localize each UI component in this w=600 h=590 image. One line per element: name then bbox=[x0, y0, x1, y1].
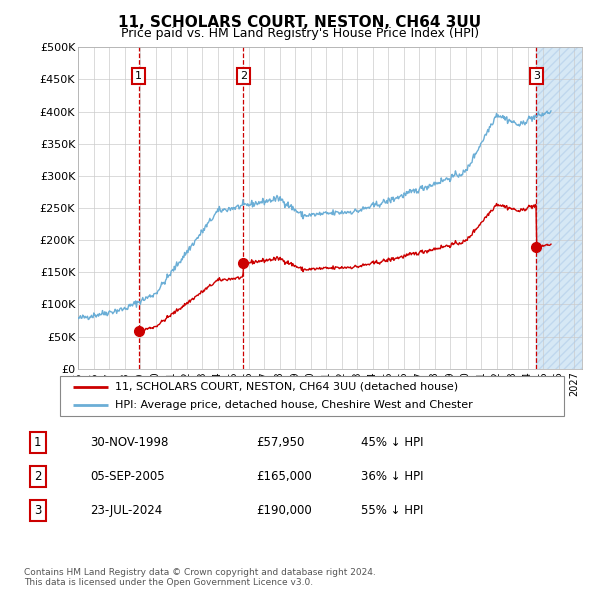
Text: 36% ↓ HPI: 36% ↓ HPI bbox=[361, 470, 423, 483]
Text: 3: 3 bbox=[533, 71, 540, 81]
Text: 2: 2 bbox=[34, 470, 41, 483]
Text: 55% ↓ HPI: 55% ↓ HPI bbox=[361, 504, 423, 517]
Text: 2: 2 bbox=[240, 71, 247, 81]
FancyBboxPatch shape bbox=[60, 376, 564, 416]
Text: £190,000: £190,000 bbox=[256, 504, 311, 517]
Text: Contains HM Land Registry data © Crown copyright and database right 2024.
This d: Contains HM Land Registry data © Crown c… bbox=[24, 568, 376, 587]
Text: 3: 3 bbox=[34, 504, 41, 517]
Text: 1: 1 bbox=[34, 436, 41, 449]
Text: £165,000: £165,000 bbox=[256, 470, 311, 483]
Text: 05-SEP-2005: 05-SEP-2005 bbox=[90, 470, 165, 483]
Text: 1: 1 bbox=[135, 71, 142, 81]
Text: £57,950: £57,950 bbox=[256, 436, 304, 449]
Text: 11, SCHOLARS COURT, NESTON, CH64 3UU: 11, SCHOLARS COURT, NESTON, CH64 3UU bbox=[118, 15, 482, 30]
Text: 30-NOV-1998: 30-NOV-1998 bbox=[90, 436, 169, 449]
Text: Price paid vs. HM Land Registry's House Price Index (HPI): Price paid vs. HM Land Registry's House … bbox=[121, 27, 479, 40]
Bar bbox=[536, 47, 582, 369]
Text: HPI: Average price, detached house, Cheshire West and Chester: HPI: Average price, detached house, Ches… bbox=[115, 400, 473, 410]
Text: 11, SCHOLARS COURT, NESTON, CH64 3UU (detached house): 11, SCHOLARS COURT, NESTON, CH64 3UU (de… bbox=[115, 382, 458, 392]
Text: 23-JUL-2024: 23-JUL-2024 bbox=[90, 504, 163, 517]
Bar bbox=[536, 47, 582, 369]
Text: 45% ↓ HPI: 45% ↓ HPI bbox=[361, 436, 423, 449]
